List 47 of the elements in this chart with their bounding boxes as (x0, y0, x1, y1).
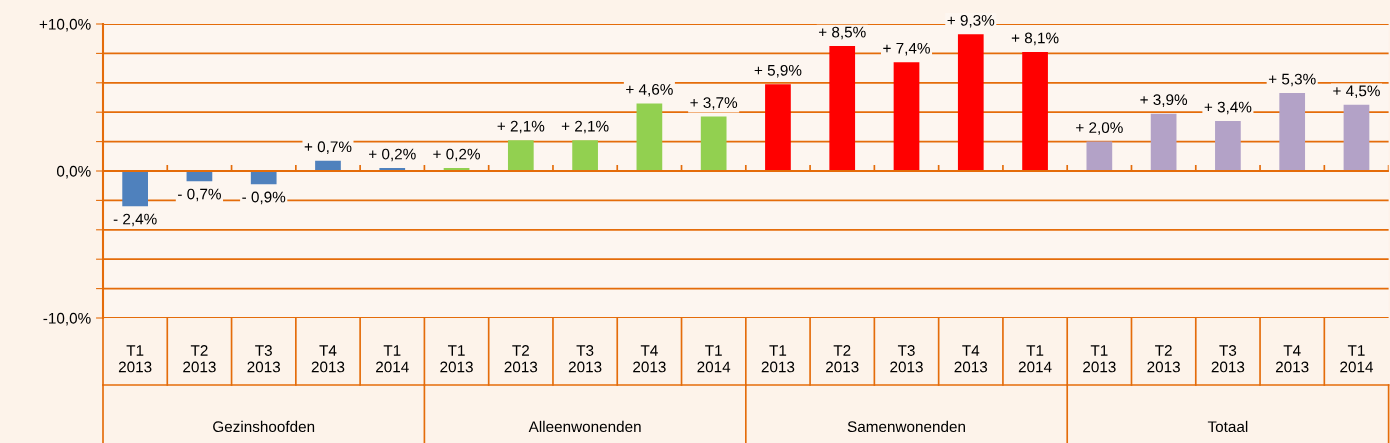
y-tick-label: +10,0% (39, 18, 91, 32)
x-tick-label: T2 2013 (826, 345, 859, 373)
x-tick-label: T3 2013 (890, 345, 923, 373)
data-label: + 9,3% (947, 14, 995, 28)
data-label: - 2,4% (113, 213, 157, 227)
data-label: + 0,7% (304, 141, 352, 154)
data-label: + 3,7% (690, 97, 738, 110)
x-tick-label: T2 2013 (504, 345, 538, 373)
x-tick-label: T1 2013 (440, 345, 473, 373)
data-label: + 0,2% (369, 148, 416, 162)
x-tick-label: T1 2014 (376, 345, 409, 373)
data-label: + 8,5% (818, 26, 866, 40)
text: Alleenwonenden (528, 420, 641, 433)
x-tick-label: T1 2013 (761, 345, 795, 373)
data-label: + 4,6% (626, 83, 673, 97)
x-tick-label: T1 2013 (1083, 345, 1116, 373)
y-tick-label: -10,0% (43, 312, 91, 326)
data-label: + 7,4% (883, 42, 930, 56)
data-label: + 4,5% (1333, 85, 1380, 99)
data-label: - 0,7% (178, 188, 221, 202)
y-tick-label: 0,0% (56, 165, 91, 179)
data-label: - 0,9% (242, 191, 286, 205)
data-label: + 5,9% (754, 64, 802, 78)
x-tick-label: T3 2013 (247, 345, 281, 373)
x-tick-label: T4 2013 (1275, 345, 1309, 373)
data-label: + 2,1% (497, 120, 545, 134)
x-tick-label: T4 2013 (311, 345, 345, 373)
data-label: + 2,1% (561, 120, 609, 134)
x-tick-label: T3 2013 (1211, 345, 1245, 373)
data-label: + 0,2% (433, 148, 480, 162)
text: Totaal (1207, 420, 1248, 433)
x-tick-label: T1 2014 (1340, 345, 1374, 373)
data-label: + 8,1% (1011, 32, 1059, 46)
text: Samenwonenden (847, 420, 965, 433)
x-tick-label: T2 2013 (183, 345, 216, 373)
x-tick-label: T1 2013 (118, 345, 152, 373)
data-label: + 2,0% (1076, 122, 1123, 135)
data-label: + 3,4% (1204, 101, 1252, 115)
data-label: + 3,9% (1140, 94, 1188, 107)
text: Gezinshoofden (213, 420, 315, 433)
x-tick-label: T3 2013 (568, 345, 602, 373)
x-tick-label: T1 2014 (697, 345, 731, 373)
x-tick-label: T2 2013 (1147, 345, 1180, 373)
data-label: + 5,3% (1268, 73, 1316, 87)
x-tick-label: T1 2014 (1018, 345, 1052, 373)
x-tick-label: T4 2013 (633, 345, 666, 373)
x-tick-label: T4 2013 (954, 345, 988, 373)
